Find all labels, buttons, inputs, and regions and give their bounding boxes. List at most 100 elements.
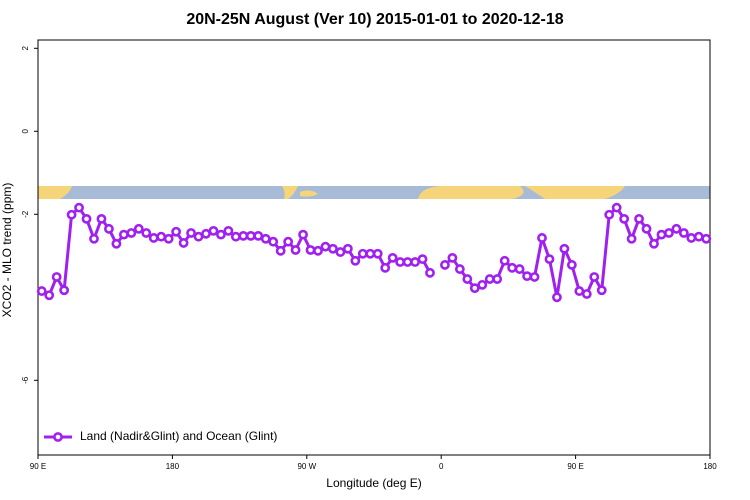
data-point: [417, 254, 428, 265]
data-point: [395, 257, 406, 267]
data-point: [350, 255, 361, 266]
data-point: [111, 238, 122, 249]
data-point: [499, 255, 510, 266]
x-tick-label: 90 E: [567, 462, 583, 471]
data-point: [171, 226, 182, 237]
data-point: [447, 252, 458, 263]
data-point: [335, 247, 346, 257]
map-strip: [38, 186, 710, 199]
data-point: [649, 238, 659, 249]
data-point: [313, 245, 323, 256]
data-point: [537, 233, 547, 243]
data-point: [671, 223, 682, 234]
data-point: [223, 225, 234, 236]
x-tick-label: 90 E: [30, 462, 46, 471]
data-point: [193, 231, 204, 242]
data-point: [544, 254, 555, 265]
data-point: [686, 233, 697, 243]
data-point: [104, 223, 114, 234]
data-point: [320, 241, 331, 252]
x-tick-label: 180: [703, 462, 717, 471]
data-point: [589, 272, 600, 282]
data-point: [253, 230, 264, 241]
data-point: [492, 274, 503, 284]
data-point: [201, 228, 211, 239]
data-point: [141, 228, 152, 238]
y-tick-label: -2: [21, 210, 30, 218]
data-point: [574, 286, 585, 296]
data-point: [410, 257, 420, 267]
data-point: [305, 245, 316, 255]
data-point: [522, 271, 532, 282]
data-point: [581, 289, 592, 299]
data-point: [148, 233, 159, 243]
data-point: [298, 229, 308, 240]
data-point: [634, 213, 644, 224]
data-point: [260, 233, 271, 244]
data-point: [552, 292, 562, 303]
data-point: [163, 233, 174, 244]
data-point: [425, 267, 435, 278]
data-point: [118, 229, 129, 240]
data-point: [529, 272, 540, 282]
x-tick-label: 0: [439, 462, 444, 471]
y-tick-label: 0: [21, 129, 30, 134]
data-point: [365, 248, 376, 259]
plot-frame: [37, 39, 711, 456]
x-axis-label: Longitude (deg E): [326, 476, 421, 490]
data-point: [566, 260, 577, 270]
x-tick-label: 90 W: [297, 462, 316, 471]
data-point: [178, 238, 189, 248]
data-point: [133, 223, 144, 234]
data-point: [357, 248, 368, 259]
data-point: [342, 243, 353, 254]
data-point: [469, 283, 480, 294]
legend-label: Land (Nadir&Glint) and Ocean (Glint): [80, 429, 277, 443]
data-point: [328, 243, 338, 254]
data-point: [74, 202, 84, 213]
data-point: [372, 248, 383, 259]
data-point: [238, 230, 249, 241]
data-point: [44, 290, 55, 301]
x-tick-label: 180: [166, 462, 180, 471]
y-axis-label: XCO2 - MLO trend (ppm): [0, 183, 14, 318]
data-point: [678, 228, 689, 238]
data-point: [126, 228, 137, 238]
data-point: [96, 213, 107, 224]
data-point: [507, 262, 518, 273]
data-point: [641, 223, 652, 234]
data-point: [596, 285, 607, 296]
data-point: [514, 264, 525, 274]
data-point: [440, 260, 450, 270]
data-point: [387, 252, 398, 263]
data-point: [611, 202, 622, 213]
data-point: [290, 245, 301, 255]
data-point: [208, 225, 219, 236]
data-point: [402, 257, 413, 267]
data-point: [186, 228, 196, 238]
data-point: [268, 236, 279, 247]
data-point: [626, 233, 637, 244]
data-point: [81, 213, 92, 224]
y-tick-label: 2: [21, 46, 30, 51]
data-point: [51, 272, 62, 282]
data-point: [454, 264, 465, 274]
data-point: [701, 233, 712, 244]
data-point: [89, 233, 99, 244]
data-point: [604, 209, 615, 220]
chart-title: 20N-25N August (Ver 10) 2015-01-01 to 20…: [186, 11, 563, 28]
y-tick-label: -6: [21, 376, 30, 384]
data-point: [59, 285, 70, 296]
data-point: [559, 243, 570, 254]
data-point: [156, 231, 167, 242]
data-point: [664, 228, 674, 238]
data-point: [230, 231, 241, 242]
data-point: [380, 262, 391, 273]
data-point: [693, 231, 704, 242]
data-point: [484, 274, 495, 284]
data-point: [66, 209, 77, 220]
data-point: [619, 213, 630, 224]
data-point: [283, 236, 294, 247]
data-point: [275, 245, 286, 256]
